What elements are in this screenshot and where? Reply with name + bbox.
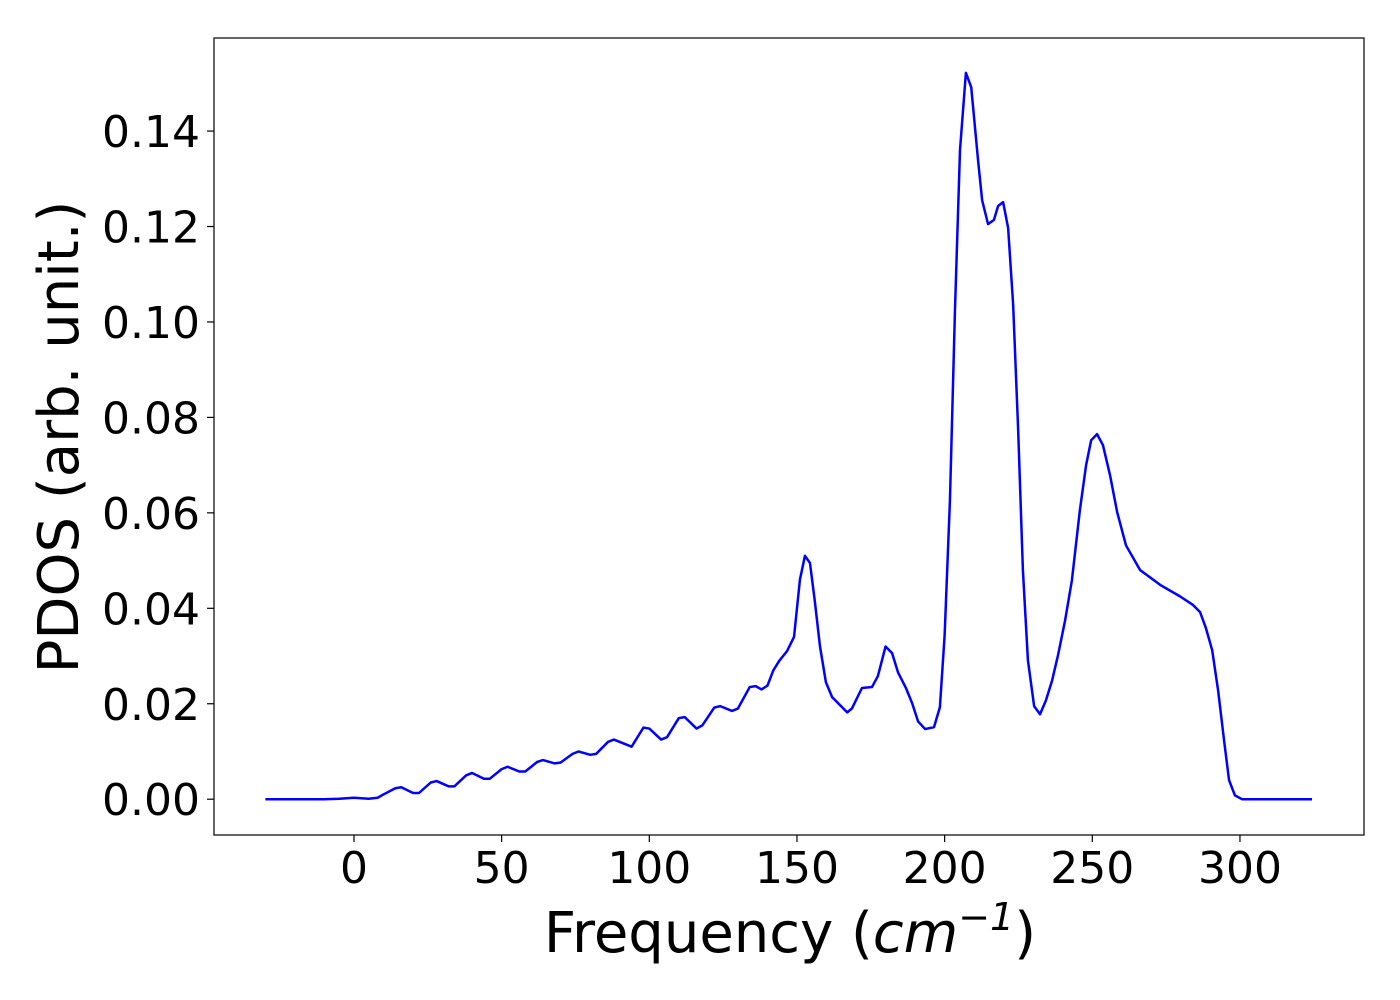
x-tick-label: 250 [1050,843,1134,894]
x-label-part: −1 [958,895,1014,939]
y-tick-label: 0.04 [102,584,200,635]
y-tick-label: 0.06 [102,489,200,540]
y-tick-label: 0.10 [102,298,200,349]
x-tick-label: 200 [903,843,987,894]
x-axis-label: Frequency (cm−1) [544,895,1036,966]
y-tick-label: 0.14 [102,107,200,158]
y-tick-label: 0.08 [102,393,200,444]
x-tick-label: 150 [755,843,839,894]
x-tick-label: 100 [607,843,691,894]
data-line [265,71,1313,801]
y-axis-label: PDOS (arb. unit.) [27,201,92,674]
x-tick-label: 50 [474,843,530,894]
x-label-part: ) [1014,901,1036,966]
y-tick-label: 0.02 [102,680,200,731]
x-label-part: cm [873,901,958,966]
y-tick-label: 0.12 [102,203,200,254]
y-tick-label: 0.00 [102,775,200,826]
x-tick-label: 300 [1198,843,1282,894]
x-tick-label: 0 [340,843,368,894]
plot-frame [213,37,1365,836]
x-label-part: Frequency ( [544,901,873,966]
